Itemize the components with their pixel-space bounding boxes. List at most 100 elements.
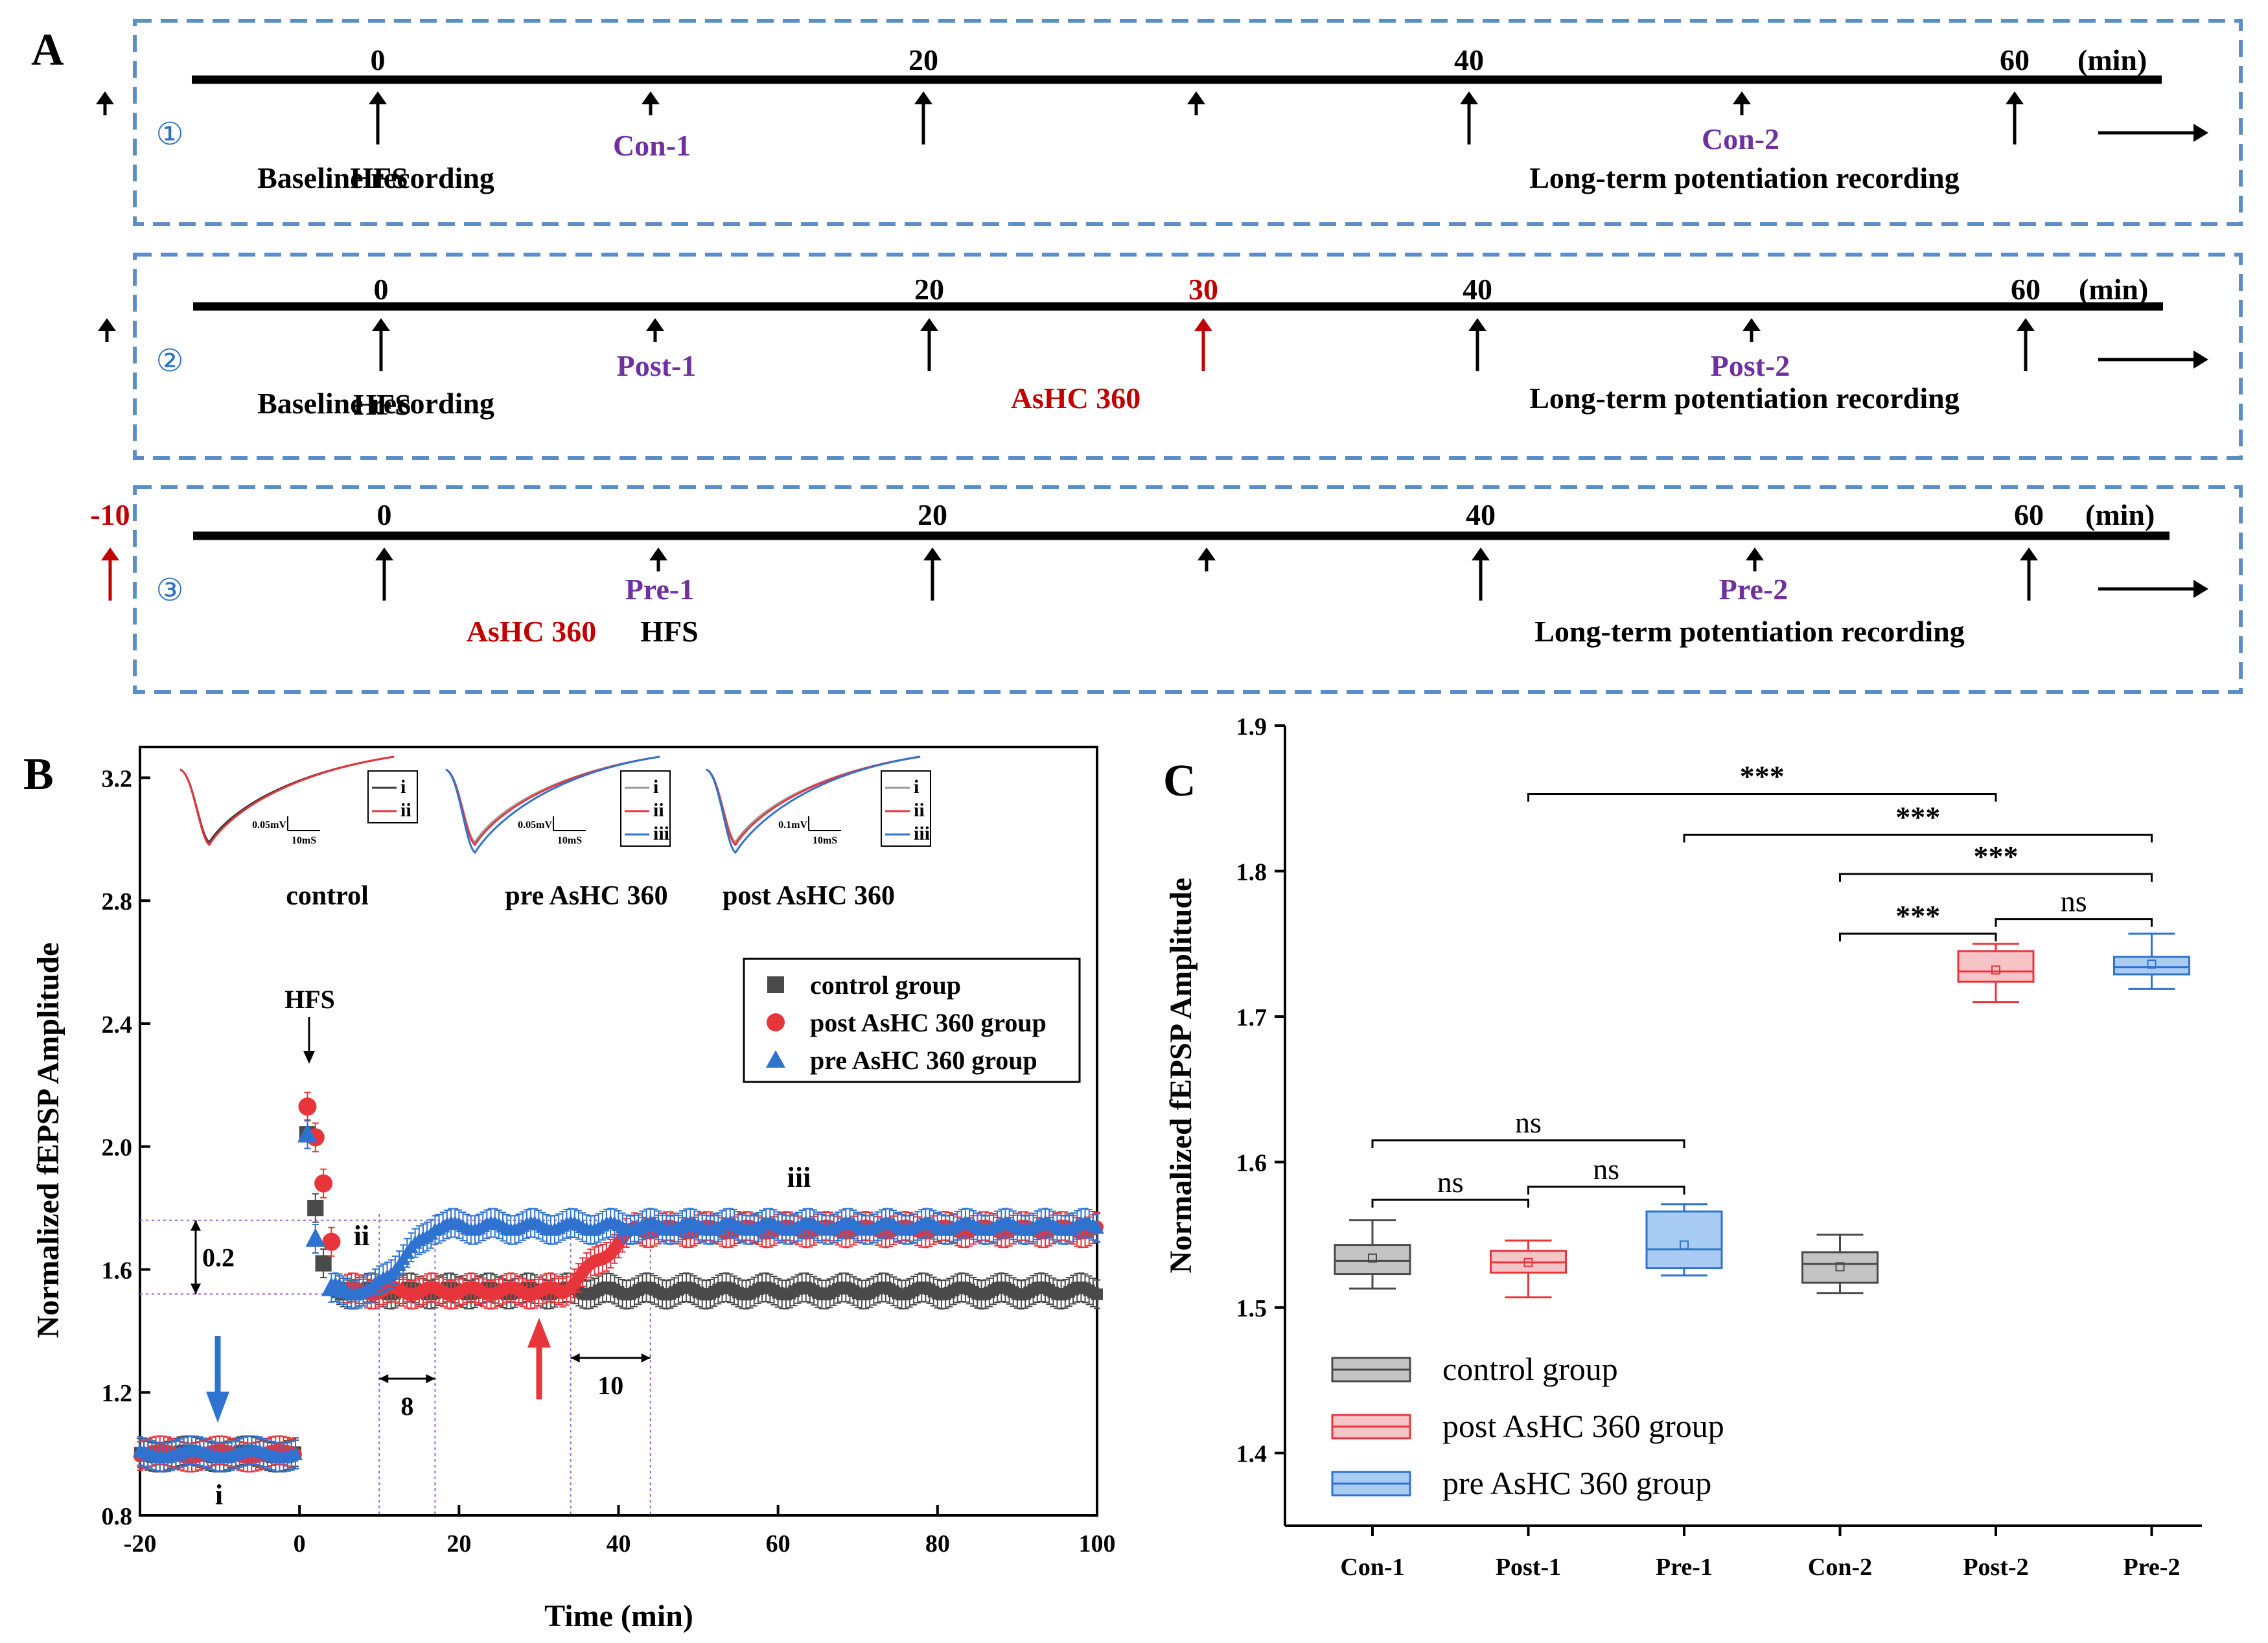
data-point <box>315 1255 332 1272</box>
trace-legend-label: i <box>653 776 658 798</box>
timeline-tick-label: 60 <box>2000 43 2030 76</box>
timeline-special-tick: -10 <box>90 498 130 531</box>
legend-label: pre AsHC 360 group <box>1442 1465 1711 1501</box>
y-tick-label: 1.8 <box>1236 859 1267 886</box>
timeline-tick-label: 0 <box>377 498 392 531</box>
span-pre-label: 8 <box>400 1392 413 1421</box>
bracket-line <box>1371 1139 1685 1148</box>
trace-caption: pre AsHC 360 <box>505 881 667 911</box>
significance-label: *** <box>1895 899 1940 932</box>
mean-marker <box>1523 1258 1533 1267</box>
trace-caption: control <box>286 881 369 911</box>
delta-arrowhead <box>191 1220 201 1231</box>
timeline-arrowhead <box>101 547 119 560</box>
x-tick-label: Post-1 <box>1496 1554 1561 1581</box>
protocol-number: ③ <box>156 573 183 608</box>
data-point <box>1091 1288 1103 1300</box>
timeline-arrowhead <box>914 91 932 104</box>
y-tick-label: 0.8 <box>102 1503 133 1530</box>
data-point <box>307 1200 324 1217</box>
series-control-group <box>134 1119 1103 1473</box>
trace-legend-label: i <box>914 776 919 798</box>
timeline-arrowhead <box>96 91 114 104</box>
protocol-number: ① <box>156 117 183 152</box>
chart-b-legend: control group post AsHC 360 group pre AsHC… <box>743 958 1081 1083</box>
timeline-tick-label: 40 <box>1466 498 1496 531</box>
x-tick-label: 40 <box>607 1530 631 1557</box>
box-Post-1 <box>1490 1239 1567 1298</box>
timeline-arrowhead <box>98 318 116 331</box>
timeline-arrowhead <box>923 547 942 560</box>
timeline-arrowhead <box>375 547 393 560</box>
timeline-arrowhead <box>2020 547 2038 560</box>
trace-legend-label: ii <box>653 799 664 821</box>
y-tick-label: 1.5 <box>1236 1295 1267 1322</box>
trace-legend-label: ii <box>400 799 411 821</box>
trace-legend-label: iii <box>914 823 930 844</box>
timeline-tick-label: 20 <box>914 273 944 306</box>
label-sample-1: Pre-1 <box>625 573 694 606</box>
timeline-tick-label: 0 <box>371 43 386 76</box>
annotation-i: i <box>215 1479 223 1511</box>
label-ltp: Long-term potentiation recording <box>1534 615 1965 648</box>
significance-label: *** <box>1895 800 1940 833</box>
timeline-tick-label: 0 <box>374 273 389 306</box>
significance-bracket: ns <box>1371 1106 1685 1148</box>
data-point <box>322 1232 341 1251</box>
legend-frame <box>743 958 1081 1083</box>
protocol-box <box>133 485 2243 694</box>
timeline-continue-arrowhead <box>2193 350 2208 369</box>
label-baseline: Baseline recording <box>257 161 494 194</box>
timeline-unit: (min) <box>2085 498 2155 531</box>
box-Pre-1 <box>1645 1203 1723 1277</box>
timeline-arrowhead <box>2017 318 2035 331</box>
span-post-arrowhead <box>570 1353 580 1362</box>
significance-label: *** <box>1740 760 1785 793</box>
label-sample-2: Post-2 <box>1711 349 1790 382</box>
timeline-tick-label: 40 <box>1463 273 1492 306</box>
label-hfs: HFS <box>350 161 408 194</box>
span-post-arrowhead <box>641 1353 651 1362</box>
bracket-line <box>1527 1186 1685 1195</box>
y-tick-label: 1.4 <box>1236 1441 1267 1468</box>
data-point <box>314 1174 333 1193</box>
scale-voltage: 0.05mV <box>252 820 286 831</box>
timeline-arrowhead <box>1468 318 1487 331</box>
significance-label: ns <box>1593 1153 1619 1186</box>
protocol-box <box>133 253 2243 460</box>
label-sample-2: Con-2 <box>1702 122 1779 155</box>
timeline-tick-label: 40 <box>1454 43 1484 76</box>
label-baseline: Baseline recording <box>257 387 494 420</box>
annotation-ii: ii <box>354 1220 369 1252</box>
legend-marker <box>767 976 784 993</box>
x-tick-label: 20 <box>446 1530 471 1557</box>
scale-voltage: 0.05mV <box>518 820 552 831</box>
significance-bracket: *** <box>1683 800 2153 843</box>
legend-label: control group <box>1442 1351 1618 1387</box>
significance-bracket: *** <box>1839 899 1997 942</box>
label-hfs: HFS <box>640 615 698 648</box>
y-tick-label: 1.2 <box>102 1380 133 1407</box>
label-ltp: Long-term potentiation recording <box>1529 382 1960 415</box>
scale-voltage: 0.1mV <box>778 820 807 831</box>
box <box>2113 956 2190 976</box>
y-tick-label: 1.6 <box>102 1257 133 1284</box>
mean-marker <box>1680 1240 1689 1250</box>
x-tick-label: 60 <box>766 1530 791 1557</box>
data-point <box>298 1097 317 1116</box>
scale-time: 10mS <box>557 835 582 846</box>
x-tick-label: -20 <box>124 1530 157 1557</box>
timeline-tick-label: 60 <box>2014 498 2044 531</box>
y-tick-label: 1.7 <box>1236 1004 1267 1031</box>
timeline-unit: (min) <box>2077 43 2147 76</box>
scale-time: 10mS <box>813 835 837 846</box>
data-point <box>297 1123 318 1143</box>
timeline-arrowhead <box>920 318 938 331</box>
timeline-special-tick: 30 <box>1188 273 1218 306</box>
timeline-arrowhead <box>1194 318 1212 331</box>
timeline-tick-label: 20 <box>908 43 938 76</box>
bracket-line <box>1995 918 2153 927</box>
timeline-unit: (min) <box>2079 273 2148 306</box>
